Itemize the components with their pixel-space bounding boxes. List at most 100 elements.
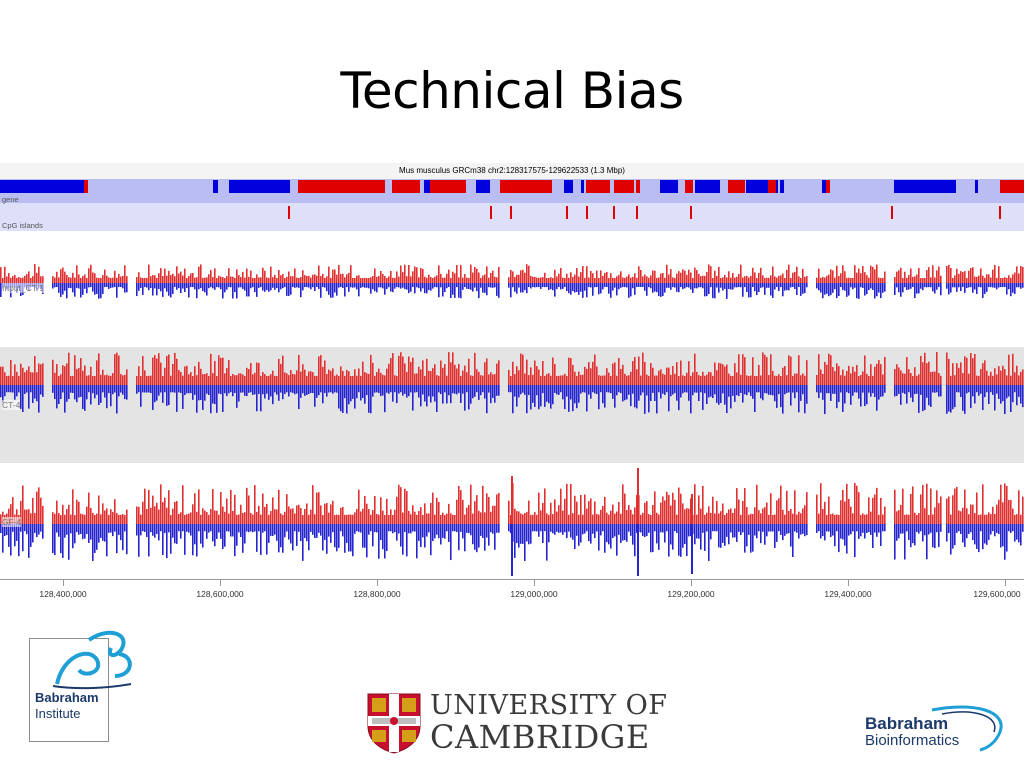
reverse-read-bar bbox=[358, 385, 360, 393]
forward-read-bar bbox=[216, 375, 218, 385]
forward-read-bar bbox=[588, 277, 590, 283]
reverse-read-bar bbox=[360, 283, 362, 288]
forward-read-bar bbox=[876, 363, 878, 385]
forward-read-bar bbox=[546, 277, 548, 283]
forward-read-bar bbox=[530, 514, 532, 524]
reverse-read-bar bbox=[364, 385, 366, 404]
reverse-read-bar bbox=[162, 283, 164, 297]
forward-read-bar bbox=[1000, 277, 1002, 283]
forward-read-bar bbox=[876, 264, 878, 283]
reverse-read-bar bbox=[804, 283, 806, 294]
reverse-read-bar bbox=[228, 385, 230, 394]
forward-read-bar bbox=[778, 275, 780, 283]
forward-read-bar bbox=[338, 264, 340, 283]
reverse-read-bar bbox=[184, 385, 186, 396]
forward-read-bar bbox=[638, 356, 640, 385]
reverse-read-bar bbox=[706, 283, 708, 297]
forward-read-bar bbox=[404, 488, 406, 524]
forward-read-bar bbox=[898, 510, 900, 524]
forward-read-bar bbox=[568, 277, 570, 283]
forward-read-bar bbox=[744, 276, 746, 283]
forward-read-bar bbox=[920, 494, 922, 524]
gene-block bbox=[975, 180, 978, 193]
reverse-read-bar bbox=[866, 524, 868, 534]
reverse-read-bar bbox=[276, 283, 278, 289]
reverse-read-bar bbox=[702, 524, 704, 533]
reverse-read-bar bbox=[960, 385, 962, 398]
forward-read-bar bbox=[466, 372, 468, 385]
genome-browser-view[interactable]: Mus musculus GRCm38 chr2:128317575-12962… bbox=[0, 163, 1024, 605]
forward-read-bar bbox=[764, 277, 766, 283]
reverse-read-bar bbox=[586, 283, 588, 298]
reverse-read-bar bbox=[654, 524, 656, 532]
forward-read-bar bbox=[360, 277, 362, 283]
reverse-read-bar bbox=[528, 385, 530, 396]
reverse-read-bar bbox=[822, 283, 824, 299]
reverse-read-bar bbox=[460, 385, 462, 404]
reverse-read-bar bbox=[532, 524, 534, 532]
reverse-read-bar bbox=[176, 524, 178, 544]
reverse-read-bar bbox=[458, 283, 460, 298]
reverse-read-bar bbox=[722, 385, 724, 394]
forward-read-bar bbox=[190, 512, 192, 524]
reverse-read-bar bbox=[250, 385, 252, 393]
forward-read-bar bbox=[736, 276, 738, 283]
forward-read-bar bbox=[520, 353, 522, 385]
reverse-read-bar bbox=[414, 524, 416, 532]
forward-read-bar bbox=[804, 375, 806, 385]
reverse-read-bar bbox=[0, 283, 2, 297]
forward-read-bar bbox=[28, 509, 30, 524]
forward-read-bar bbox=[496, 277, 498, 283]
reverse-read-bar bbox=[646, 283, 648, 296]
reverse-read-bar bbox=[194, 524, 196, 545]
forward-read-bar bbox=[316, 375, 318, 385]
reverse-read-bar bbox=[54, 385, 56, 400]
reverse-read-bar bbox=[362, 385, 364, 399]
reverse-read-bar bbox=[338, 283, 340, 288]
forward-read-bar bbox=[308, 514, 310, 524]
axis-tick bbox=[848, 580, 849, 586]
reverse-read-bar bbox=[360, 524, 362, 533]
reverse-read-bar bbox=[70, 283, 72, 289]
forward-read-bar bbox=[986, 514, 988, 524]
reverse-read-bar bbox=[292, 283, 294, 288]
reverse-read-bar bbox=[924, 385, 926, 410]
reverse-read-bar bbox=[806, 385, 808, 404]
reverse-read-bar bbox=[204, 524, 206, 532]
forward-read-bar bbox=[912, 375, 914, 385]
forward-read-bar bbox=[996, 277, 998, 283]
reverse-read-bar bbox=[854, 524, 856, 558]
reverse-read-bar bbox=[920, 283, 922, 289]
forward-read-bar bbox=[12, 276, 14, 283]
forward-read-bar bbox=[762, 275, 764, 283]
reverse-read-bar bbox=[482, 524, 484, 539]
forward-read-bar bbox=[1018, 375, 1020, 385]
forward-read-bar bbox=[324, 503, 326, 524]
reverse-read-bar bbox=[758, 524, 760, 532]
forward-read-bar bbox=[614, 513, 616, 524]
forward-read-bar bbox=[456, 499, 458, 524]
forward-read-bar bbox=[322, 366, 324, 385]
reverse-read-bar bbox=[294, 524, 296, 532]
reverse-read-bar bbox=[184, 524, 186, 555]
forward-read-bar bbox=[28, 366, 30, 385]
reverse-read-bar bbox=[116, 283, 118, 298]
forward-read-bar bbox=[206, 373, 208, 385]
reverse-read-bar bbox=[454, 385, 456, 394]
forward-read-bar bbox=[984, 360, 986, 385]
forward-read-bar bbox=[820, 277, 822, 283]
forward-read-bar bbox=[478, 272, 480, 283]
babraham-swirl-icon bbox=[52, 630, 132, 690]
track-label-gf-4: GF-4 bbox=[2, 517, 22, 527]
forward-read-bar bbox=[82, 370, 84, 385]
reverse-read-bar bbox=[246, 524, 248, 532]
reverse-read-bar bbox=[824, 385, 826, 415]
reverse-read-bar bbox=[252, 283, 254, 288]
reverse-read-bar bbox=[756, 524, 758, 539]
forward-read-bar bbox=[344, 277, 346, 283]
reverse-read-bar bbox=[478, 524, 480, 548]
cpg-island-mark bbox=[999, 206, 1001, 219]
forward-read-bar bbox=[62, 267, 64, 283]
forward-read-bar bbox=[32, 372, 34, 385]
reverse-read-bar bbox=[280, 283, 282, 290]
